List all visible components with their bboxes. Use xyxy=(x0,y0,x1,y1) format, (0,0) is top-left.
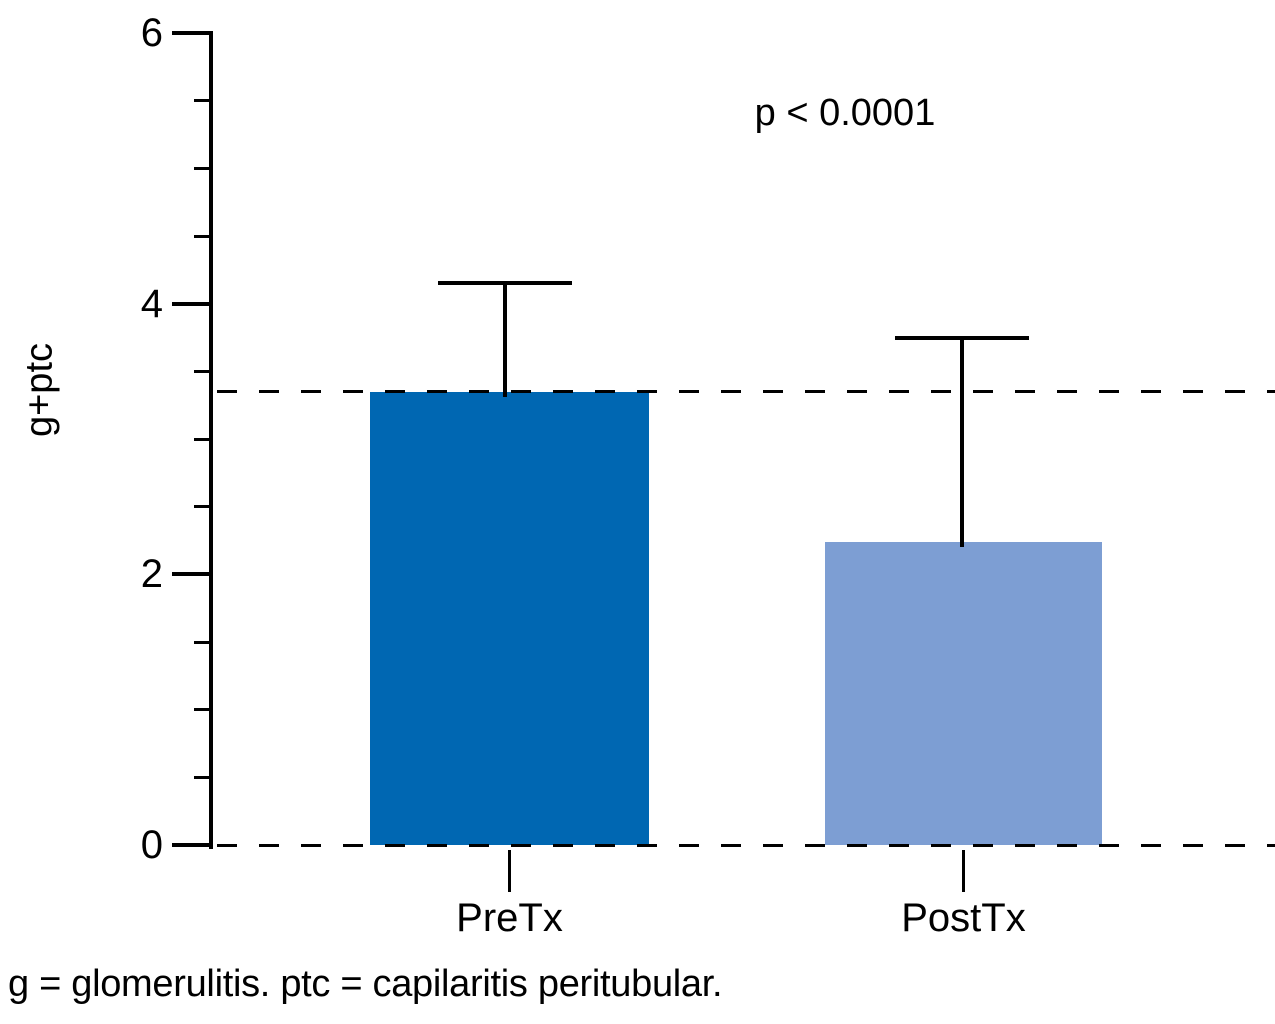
y-major-tick xyxy=(172,843,213,847)
error-bar-cap-posttx xyxy=(895,335,1029,340)
error-bar-cap-pretx xyxy=(438,281,572,286)
bar-posttx xyxy=(825,541,1102,845)
y-major-tick xyxy=(172,31,213,35)
y-minor-tick xyxy=(194,505,213,509)
y-minor-tick xyxy=(194,166,213,170)
y-tick-label: 2 xyxy=(140,552,163,597)
footnote: g = glomerulitis. ptc = capilaritis peri… xyxy=(8,963,723,1005)
p-value-annotation: p < 0.0001 xyxy=(754,92,936,134)
reference-line-zero xyxy=(217,843,1275,847)
y-minor-tick xyxy=(194,775,213,779)
y-minor-tick xyxy=(194,437,213,441)
y-minor-tick xyxy=(194,640,213,644)
y-major-tick xyxy=(172,572,213,577)
y-minor-tick xyxy=(194,708,213,712)
reference-line-mean xyxy=(217,390,1275,394)
bar-pretx xyxy=(370,391,649,845)
y-tick-label: 0 xyxy=(140,823,163,867)
y-major-tick xyxy=(172,301,213,306)
y-tick-label: 6 xyxy=(140,11,163,55)
y-minor-tick xyxy=(194,99,213,103)
x-category-label-posttx: PostTx xyxy=(901,896,1026,940)
y-tick-label: 4 xyxy=(140,281,163,326)
error-bar-stem-pretx xyxy=(503,283,507,397)
y-minor-tick xyxy=(194,369,213,373)
x-tick-pretx xyxy=(508,850,511,892)
error-bar-stem-posttx xyxy=(960,337,964,547)
x-category-label-pretx: PreTx xyxy=(456,896,563,940)
x-tick-posttx xyxy=(962,850,965,892)
y-minor-tick xyxy=(194,234,213,238)
y-axis-title: g+ptc xyxy=(18,342,61,438)
